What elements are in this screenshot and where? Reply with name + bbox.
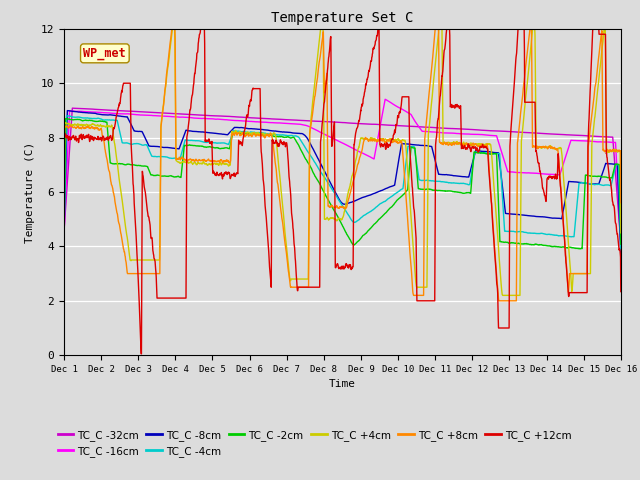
TC_C -2cm — [60, 234, 68, 240]
TC_C -16cm — [499, 153, 506, 158]
TC_C -16cm — [60, 230, 68, 236]
TC_C -8cm — [316, 160, 324, 166]
Legend: TC_C -32cm, TC_C -16cm, TC_C -8cm, TC_C -4cm, TC_C -2cm, TC_C +4cm, TC_C +8cm, T: TC_C -32cm, TC_C -16cm, TC_C -8cm, TC_C … — [54, 426, 575, 461]
TC_C -32cm — [601, 134, 609, 140]
TC_C +12cm — [332, 264, 339, 270]
Line: TC_C +12cm: TC_C +12cm — [64, 29, 621, 354]
TC_C +8cm — [88, 125, 96, 131]
TC_C +4cm — [316, 29, 324, 35]
Title: Temperature Set C: Temperature Set C — [271, 11, 413, 25]
TC_C -16cm — [316, 129, 324, 135]
TC_C +12cm — [317, 139, 324, 145]
TC_C -16cm — [331, 136, 339, 142]
TC_C -4cm — [499, 198, 506, 204]
TC_C +4cm — [617, 230, 625, 236]
TC_C -4cm — [64, 113, 72, 119]
TC_C -4cm — [316, 168, 324, 174]
Line: TC_C -16cm: TC_C -16cm — [64, 99, 621, 243]
TC_C -2cm — [63, 116, 70, 121]
Line: TC_C +4cm: TC_C +4cm — [64, 29, 621, 295]
TC_C +8cm — [617, 200, 625, 205]
TC_C -4cm — [60, 233, 68, 239]
TC_C +4cm — [499, 292, 507, 298]
TC_C -16cm — [601, 139, 609, 145]
TC_C -2cm — [331, 209, 339, 215]
Line: TC_C -32cm: TC_C -32cm — [64, 108, 621, 243]
TC_C -16cm — [88, 109, 96, 115]
Text: WP_met: WP_met — [83, 47, 126, 60]
TC_C +12cm — [88, 136, 96, 142]
Y-axis label: Temperature (C): Temperature (C) — [25, 142, 35, 242]
TC_C -32cm — [499, 128, 506, 134]
TC_C +4cm — [602, 26, 609, 32]
TC_C -4cm — [601, 182, 609, 188]
TC_C -16cm — [601, 139, 609, 145]
TC_C +4cm — [601, 26, 609, 32]
TC_C -32cm — [60, 228, 68, 234]
Line: TC_C -8cm: TC_C -8cm — [64, 110, 621, 256]
TC_C -8cm — [617, 253, 625, 259]
TC_C -8cm — [60, 225, 68, 231]
TC_C +8cm — [602, 148, 609, 154]
TC_C +8cm — [331, 204, 339, 210]
TC_C +8cm — [60, 239, 68, 244]
TC_C -8cm — [89, 110, 97, 116]
TC_C -32cm — [68, 105, 76, 111]
TC_C +4cm — [169, 26, 177, 32]
TC_C -4cm — [601, 182, 609, 188]
TC_C -2cm — [499, 239, 506, 245]
TC_C +4cm — [88, 121, 96, 127]
TC_C -16cm — [617, 240, 625, 246]
TC_C +4cm — [60, 214, 68, 219]
TC_C -2cm — [601, 174, 609, 180]
TC_C -32cm — [601, 134, 609, 140]
TC_C -32cm — [316, 119, 324, 124]
TC_C -4cm — [89, 116, 97, 121]
TC_C +12cm — [617, 289, 625, 295]
TC_C -2cm — [577, 246, 584, 252]
TC_C +12cm — [499, 325, 507, 331]
TC_C -8cm — [601, 164, 609, 169]
TC_C +12cm — [197, 26, 205, 32]
TC_C -32cm — [617, 240, 625, 246]
TC_C -2cm — [617, 241, 625, 247]
TC_C -4cm — [617, 247, 625, 253]
TC_C +8cm — [499, 298, 507, 304]
TC_C +12cm — [60, 205, 68, 211]
Line: TC_C -4cm: TC_C -4cm — [64, 116, 621, 250]
TC_C +8cm — [168, 26, 175, 32]
TC_C -16cm — [381, 96, 389, 102]
TC_C +4cm — [331, 216, 339, 222]
TC_C +4cm — [499, 292, 506, 298]
Line: TC_C +8cm: TC_C +8cm — [64, 29, 621, 301]
TC_C -8cm — [601, 163, 609, 168]
TC_C +12cm — [602, 31, 609, 37]
TC_C +12cm — [138, 351, 145, 357]
TC_C +12cm — [601, 31, 609, 37]
TC_C +8cm — [601, 148, 609, 154]
Line: TC_C -2cm: TC_C -2cm — [64, 119, 621, 249]
X-axis label: Time: Time — [329, 380, 356, 389]
TC_C -32cm — [89, 106, 97, 112]
TC_C -2cm — [89, 118, 97, 124]
TC_C -8cm — [63, 108, 71, 113]
TC_C +8cm — [495, 298, 502, 304]
TC_C -32cm — [331, 119, 339, 125]
TC_C -8cm — [331, 189, 339, 194]
TC_C -8cm — [499, 186, 506, 192]
TC_C -4cm — [331, 191, 339, 197]
TC_C -2cm — [316, 182, 324, 188]
TC_C +8cm — [316, 53, 324, 59]
TC_C -2cm — [602, 174, 609, 180]
